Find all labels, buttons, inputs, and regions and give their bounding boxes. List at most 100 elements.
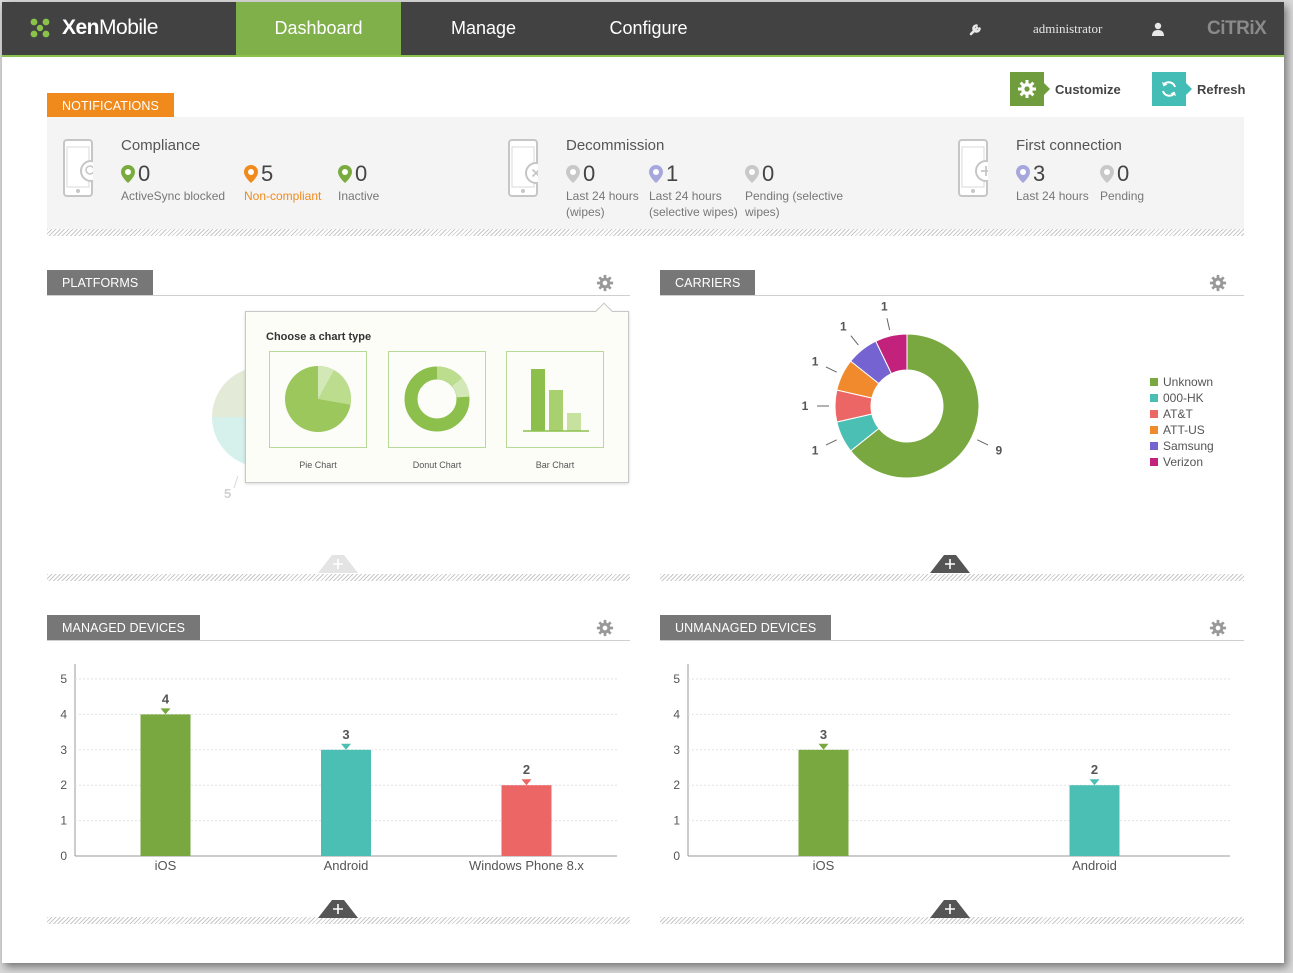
notifications-footer bbox=[47, 229, 1244, 236]
app-name-bold: Xen bbox=[62, 16, 100, 39]
app-window: Xen Mobile Dashboard Manage Configure adm… bbox=[2, 2, 1284, 963]
first-connection-pending-count: 0 bbox=[1117, 161, 1130, 186]
location-pin-icon bbox=[1100, 165, 1114, 183]
x-tick-label: Windows Phone 8.x bbox=[469, 858, 584, 873]
citrix-logo: CiTRiX bbox=[1207, 17, 1267, 39]
managed-devices-footer bbox=[47, 917, 630, 924]
inactive-label: Inactive bbox=[338, 189, 380, 203]
legend-item-att[interactable]: AT&T bbox=[1150, 406, 1214, 422]
location-pin-icon bbox=[649, 165, 663, 183]
non-compliant-label: Non-compliant bbox=[244, 189, 322, 203]
wipes-24h-item[interactable]: 0 Last 24 hours (wipes) bbox=[566, 161, 639, 220]
pending-selective-wipes-item[interactable]: 0 Pending (selective wipes) bbox=[745, 161, 843, 220]
bar-ios[interactable] bbox=[798, 749, 849, 856]
pending-selective-wipes-label-1: Pending (selective bbox=[745, 189, 844, 203]
bar-android[interactable] bbox=[321, 749, 371, 856]
user-icon[interactable] bbox=[1151, 2, 1165, 55]
donut-slice-verizon[interactable] bbox=[875, 333, 908, 375]
y-tick-label: 5 bbox=[60, 672, 67, 686]
legend-label: Samsung bbox=[1163, 439, 1214, 453]
y-tick-label: 0 bbox=[60, 849, 67, 863]
tab-dashboard[interactable]: Dashboard bbox=[236, 2, 401, 55]
bar-value-label: 2 bbox=[523, 762, 530, 777]
non-compliant-item[interactable]: 5 Non-compliant bbox=[244, 161, 321, 204]
app-logo[interactable]: Xen Mobile bbox=[30, 16, 158, 40]
carriers-divider bbox=[660, 295, 1244, 296]
legend-swatch bbox=[1150, 426, 1158, 434]
chart-type-title: Choose a chart type bbox=[266, 331, 372, 343]
y-tick-label: 3 bbox=[60, 743, 67, 757]
refresh-button[interactable]: Refresh bbox=[1152, 72, 1245, 106]
first-connection-24h-item[interactable]: 3 Last 24 hours bbox=[1016, 161, 1089, 204]
bar-ios[interactable] bbox=[140, 714, 191, 856]
donut-value-label: 1 bbox=[802, 399, 809, 413]
y-tick-label: 4 bbox=[673, 707, 680, 721]
selective-wipes-24h-item[interactable]: 1 Last 24 hours (selective wipes) bbox=[649, 161, 738, 220]
phone-add-icon bbox=[958, 139, 988, 197]
legend-item-unknown[interactable]: Unknown bbox=[1150, 374, 1214, 390]
inactive-item[interactable]: 0 Inactive bbox=[338, 161, 379, 204]
tab-configure[interactable]: Configure bbox=[609, 18, 688, 38]
carriers-expand-button[interactable] bbox=[930, 553, 970, 573]
legend-label: ATT-US bbox=[1163, 423, 1205, 437]
location-pin-icon bbox=[745, 165, 759, 183]
selective-wipes-24h-label-2: (selective wipes) bbox=[649, 205, 738, 219]
platforms-expand-button[interactable] bbox=[318, 553, 358, 573]
unmanaged-devices-expand-button[interactable] bbox=[930, 898, 970, 918]
pending-selective-wipes-label-2: wipes) bbox=[745, 205, 780, 219]
bar-value-label: 3 bbox=[820, 727, 827, 742]
bar-android[interactable] bbox=[1069, 785, 1120, 856]
legend-item-verizon[interactable]: Verizon bbox=[1150, 454, 1214, 470]
managed-devices-settings-gear-icon[interactable] bbox=[596, 619, 614, 637]
carriers-legend: Unknown 000-HK AT&T ATT-US Samsung Veriz… bbox=[1150, 374, 1214, 470]
notifications-panel: Compliance 0 ActiveSync blocked 5 Non-co… bbox=[47, 117, 1244, 230]
legend-item-000-hk[interactable]: 000-HK bbox=[1150, 390, 1214, 406]
location-pin-icon bbox=[1016, 165, 1030, 183]
carriers-footer bbox=[660, 574, 1244, 581]
donut-value-label: 1 bbox=[840, 319, 847, 333]
wipes-24h-count: 0 bbox=[583, 161, 596, 186]
pie-chart-label: Pie Chart bbox=[299, 460, 337, 470]
unmanaged-devices-divider bbox=[660, 640, 1244, 641]
customize-button[interactable]: Customize bbox=[1010, 72, 1121, 106]
first-connection-pending-item[interactable]: 0 Pending bbox=[1100, 161, 1144, 204]
location-pin-icon bbox=[566, 165, 580, 183]
bar-chart-option[interactable] bbox=[506, 351, 604, 448]
managed-devices-header: MANAGED DEVICES bbox=[47, 615, 201, 640]
legend-item-att-us[interactable]: ATT-US bbox=[1150, 422, 1214, 438]
legend-item-samsung[interactable]: Samsung bbox=[1150, 438, 1214, 454]
platforms-header: PLATFORMS bbox=[47, 270, 154, 295]
pie-chart-option[interactable] bbox=[269, 351, 367, 448]
legend-label: 000-HK bbox=[1163, 391, 1204, 405]
activesync-blocked-count: 0 bbox=[138, 161, 151, 186]
y-tick-label: 5 bbox=[673, 672, 680, 686]
activesync-blocked-item[interactable]: 0 ActiveSync blocked bbox=[121, 161, 225, 204]
location-pin-icon bbox=[121, 165, 135, 183]
bar-marker bbox=[341, 743, 351, 750]
managed-devices-expand-button[interactable] bbox=[318, 898, 358, 918]
unmanaged-devices-settings-gear-icon[interactable] bbox=[1209, 619, 1227, 637]
platforms-divider bbox=[47, 295, 630, 296]
tab-manage[interactable]: Manage bbox=[450, 18, 517, 38]
legend-label: Verizon bbox=[1163, 455, 1204, 469]
donut-chart-label: Donut Chart bbox=[412, 460, 462, 470]
app-name-light: Mobile bbox=[99, 16, 158, 39]
y-tick-label: 1 bbox=[673, 814, 680, 828]
legend-swatch bbox=[1150, 458, 1158, 466]
pie-chart-icon bbox=[285, 365, 352, 432]
selective-wipes-24h-label-1: Last 24 hours bbox=[649, 189, 722, 203]
y-tick-label: 3 bbox=[673, 743, 680, 757]
carriers-settings-gear-icon[interactable] bbox=[1209, 274, 1227, 292]
bar-windows-phone-8-x[interactable] bbox=[501, 785, 552, 856]
wrench-icon[interactable] bbox=[968, 2, 984, 55]
platforms-settings-gear-icon[interactable] bbox=[596, 274, 614, 292]
unmanaged-devices-header: UNMANAGED DEVICES bbox=[660, 615, 832, 640]
donut-chart-option[interactable] bbox=[388, 351, 486, 448]
y-tick-label: 2 bbox=[673, 778, 680, 792]
managed-devices-bar-chart: 0 1 2 3 4 5 4 iOS 3 Android 2 Windows Phone 8.x bbox=[60, 664, 617, 873]
user-name[interactable]: administrator bbox=[1033, 20, 1103, 36]
carriers-header: CARRIERS bbox=[660, 270, 756, 295]
donut-label-leader bbox=[850, 335, 859, 346]
donut-slice-unknown[interactable] bbox=[850, 333, 980, 479]
non-compliant-count: 5 bbox=[261, 161, 274, 186]
